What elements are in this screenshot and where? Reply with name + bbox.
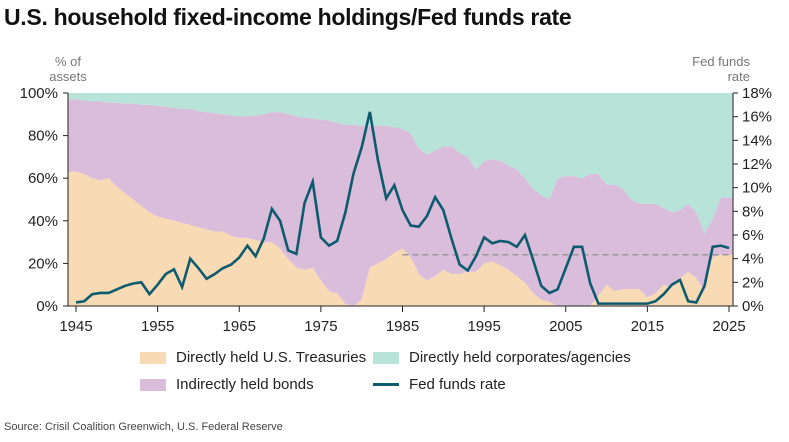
corporates-swatch	[373, 351, 399, 364]
source-note: Source: Crisil Coalition Greenwich, U.S.…	[4, 421, 283, 433]
right-tick-label: 8%	[742, 203, 764, 220]
left-tick-label: 40%	[28, 213, 58, 230]
right-tick-label: 12%	[742, 156, 772, 173]
right-tick-label: 18%	[742, 85, 772, 102]
right-tick-label: 6%	[742, 227, 764, 244]
x-tick-label: 1985	[386, 318, 419, 335]
legend-item-treasuries: Directly held U.S. Treasuries	[140, 349, 366, 366]
area-directly-held-corporates-agencies	[68, 93, 733, 234]
indirect-swatch	[140, 378, 166, 391]
x-tick-label: 1955	[141, 318, 174, 335]
x-tick-label: 2015	[631, 318, 664, 335]
fed-funds-line-swatch	[373, 383, 399, 386]
area-directly-held-u-s-treasuries	[68, 171, 733, 306]
right-tick-label: 0%	[742, 298, 764, 315]
right-tick-label: 14%	[742, 132, 772, 149]
left-tick-label: 20%	[28, 255, 58, 272]
legend-label: Fed funds rate	[409, 376, 506, 393]
left-axis-title: % of assets	[49, 54, 87, 84]
fed-funds-rate-line	[75, 111, 730, 305]
left-tick-label: 0%	[36, 298, 58, 315]
x-tick-label: 2005	[549, 318, 582, 335]
left-tick-label: 100%	[20, 85, 58, 102]
legend-item-fed-funds: Fed funds rate	[373, 376, 506, 393]
right-tick-label: 2%	[742, 274, 764, 291]
legend-label: Directly held corporates/agencies	[409, 349, 631, 366]
x-tick-label: 1965	[223, 318, 256, 335]
right-tick-label: 16%	[742, 109, 772, 126]
legend-label: Indirectly held bonds	[176, 376, 314, 393]
chart-title: U.S. household fixed-income holdings/Fed…	[4, 4, 572, 30]
legend-item-corporates: Directly held corporates/agencies	[373, 349, 631, 366]
left-tick-label: 60%	[28, 170, 58, 187]
legend-label: Directly held U.S. Treasuries	[176, 349, 367, 366]
x-tick-label: 1995	[467, 318, 500, 335]
treasuries-swatch	[140, 351, 166, 364]
right-tick-label: 10%	[742, 180, 772, 197]
right-tick-label: 4%	[742, 251, 764, 268]
x-tick-label: 2025	[712, 318, 745, 335]
legend-item-indirect: Indirectly held bonds	[140, 376, 314, 393]
right-axis-title: Fed funds rate	[692, 54, 750, 84]
left-tick-label: 80%	[28, 128, 58, 145]
x-tick-label: 1975	[304, 318, 337, 335]
x-tick-label: 1945	[59, 318, 92, 335]
